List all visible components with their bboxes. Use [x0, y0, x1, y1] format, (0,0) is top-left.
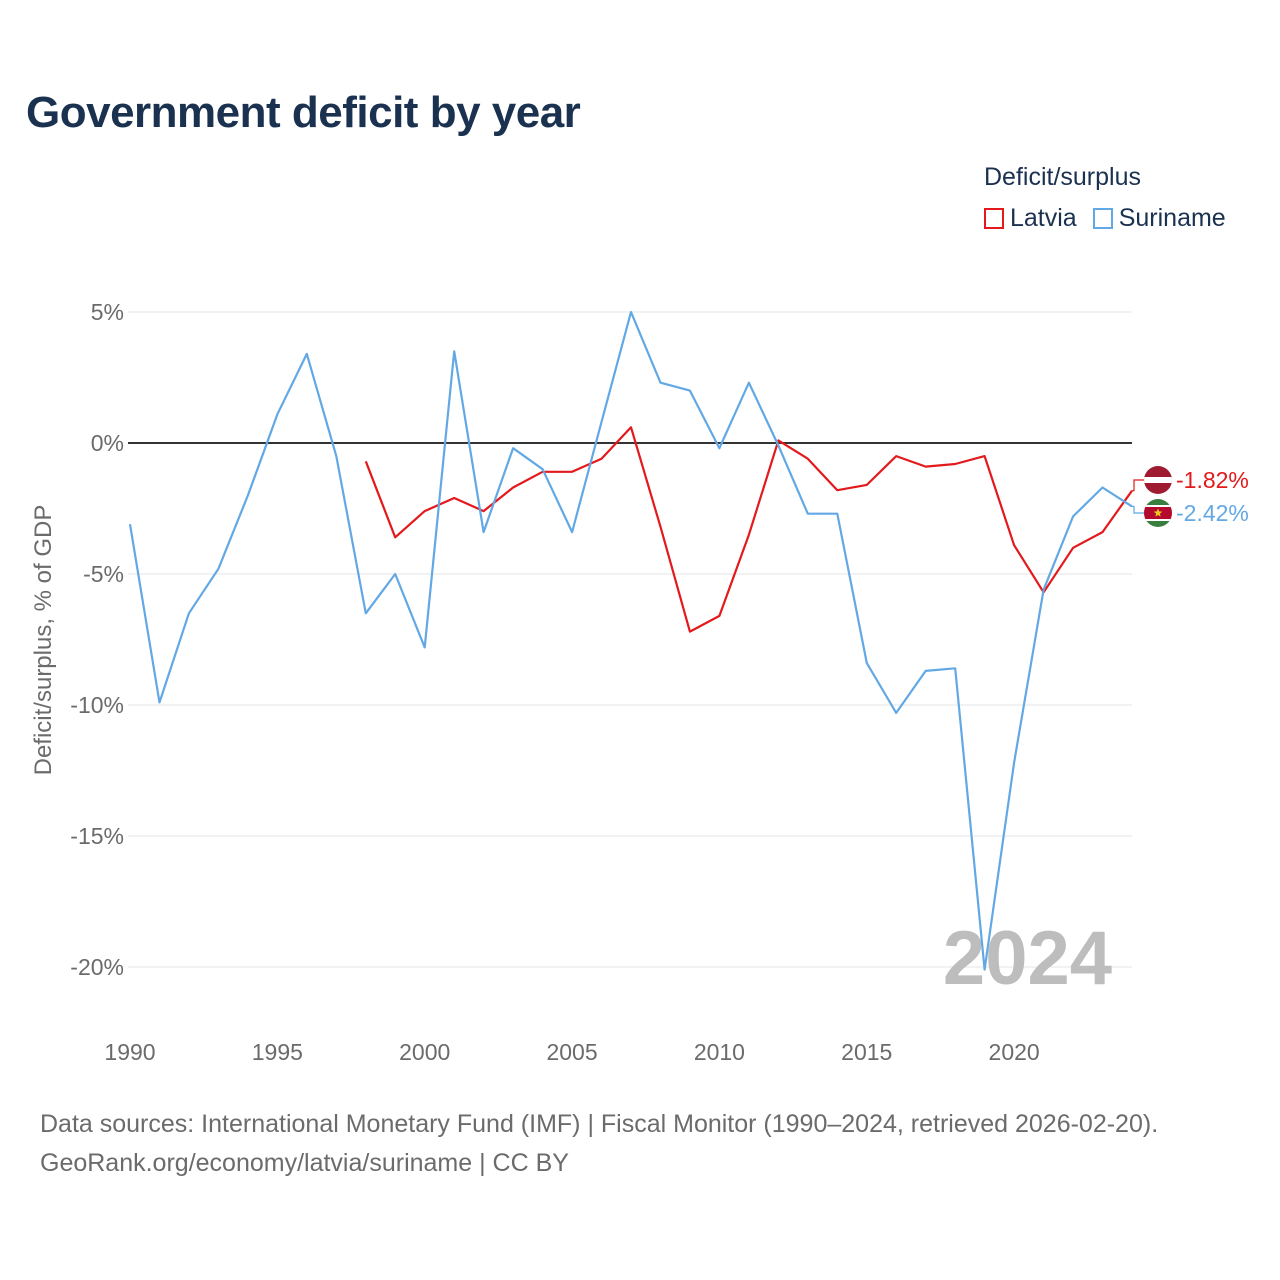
end-connector — [1132, 479, 1144, 492]
y-axis-ticks: 5% 0% -5% -10% -15% -20% — [70, 299, 124, 980]
legend-swatch-latvia — [984, 208, 1004, 229]
attribution-link[interactable]: GeoRank.org/economy/latvia/suriname | CC… — [40, 1149, 569, 1177]
x-tick-label: 2000 — [399, 1039, 450, 1065]
series-line-latvia[interactable] — [364, 426, 1133, 633]
legend: Latvia Suriname — [984, 204, 1242, 233]
y-tick-label: 5% — [91, 299, 124, 325]
source-note: Data sources: International Monetary Fun… — [40, 1110, 1159, 1138]
legend-item-suriname[interactable]: Suriname — [1092, 204, 1226, 233]
legend-label-latvia: Latvia — [1010, 204, 1077, 232]
end-labels: -1.82% -2.42% — [1132, 466, 1249, 527]
gridlines — [128, 311, 1132, 968]
y-tick-label: -10% — [70, 692, 124, 718]
series-line-suriname[interactable] — [128, 310, 1133, 971]
footer: Data sources: International Monetary Fun… — [40, 1105, 1158, 1183]
y-tick-label: -5% — [83, 561, 124, 587]
legend-swatch-suriname — [1092, 208, 1113, 229]
x-tick-label: 1990 — [104, 1039, 155, 1065]
y-tick-label: -20% — [70, 954, 124, 980]
end-value-suriname: -2.42% — [1176, 500, 1249, 526]
y-axis-label: Deficit/surplus, % of GDP — [30, 505, 57, 776]
end-connector — [1132, 505, 1144, 514]
end-value-latvia: -1.82% — [1176, 467, 1249, 493]
legend-label-suriname: Suriname — [1118, 204, 1226, 232]
x-axis-ticks: 1990 1995 2000 2005 2010 2015 2020 — [104, 1039, 1039, 1065]
legend-item-latvia[interactable]: Latvia — [984, 204, 1077, 233]
y-tick-label: -15% — [70, 823, 124, 849]
suriname-flag-icon — [1144, 499, 1172, 527]
legend-title: Deficit/surplus — [984, 163, 1141, 191]
chart-title: Government deficit by year — [26, 88, 581, 137]
latvia-flag-icon — [1144, 466, 1172, 494]
x-tick-label: 2010 — [694, 1039, 745, 1065]
y-tick-label: 0% — [91, 430, 124, 456]
chart-plot: 5% 0% -5% -10% -15% -20% 1990 1995 2000 2005 2010… — [30, 299, 1249, 1065]
x-tick-label: 2015 — [841, 1039, 892, 1065]
series-lines — [128, 310, 1133, 971]
x-tick-label: 1995 — [252, 1039, 303, 1065]
x-tick-label: 2005 — [546, 1039, 597, 1065]
year-watermark: 2024 — [943, 916, 1112, 1001]
x-tick-label: 2020 — [989, 1039, 1040, 1065]
